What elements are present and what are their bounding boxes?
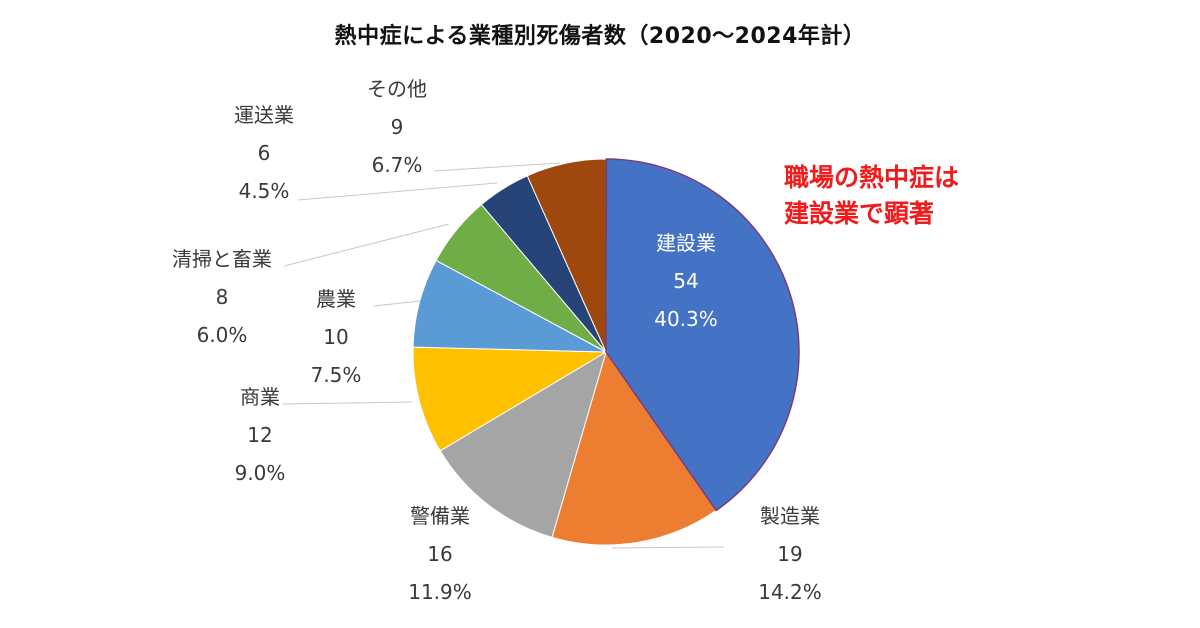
callout-line-1: 職場の熱中症は (784, 163, 960, 192)
slice-1-label-percent: 40.3% (654, 307, 718, 331)
callout-annotation: 職場の熱中症は 建設業で顕著 (784, 160, 959, 232)
pie-slice-4 (412, 346, 608, 452)
leader-line-2 (611, 546, 725, 549)
slice-1-label-value: 54 (673, 269, 698, 293)
slice-8-label-value: 9 (391, 115, 404, 139)
slice-5-label-name: 農業 (316, 287, 356, 311)
slice-1-label-name: 建設業 (656, 231, 716, 255)
pie-slice-3 (439, 350, 607, 538)
slice-6-label-percent: 6.0% (197, 323, 248, 347)
slice-5-label-percent: 7.5% (311, 363, 362, 387)
slice-7-label-value: 6 (258, 141, 271, 165)
leader-line-5 (373, 300, 421, 307)
slice-2-label-name: 製造業 (760, 504, 820, 528)
pie-slices (412, 158, 800, 546)
slice-8-label-name: その他 (367, 77, 427, 101)
slice-labels: 建設業 54 40.3% 製造業 19 14.2% 警備業 16 11.9% 商業 12 9.0% 農業… (172, 77, 822, 604)
slice-2-label-value: 19 (777, 542, 802, 566)
slice-4-label-name: 商業 (240, 385, 280, 409)
slice-8-label-percent: 6.7% (372, 153, 423, 177)
slice-6-label-name: 清掃と畜業 (172, 247, 272, 271)
leader-line-6 (283, 223, 450, 267)
slice-2-label-percent: 14.2% (758, 580, 822, 604)
slice-6-label-value: 8 (216, 285, 229, 309)
highlight-outline (605, 158, 800, 512)
leader-line-4 (281, 401, 413, 405)
slice-3-label-name: 警備業 (410, 504, 470, 528)
callout-line-2: 建設業で顕著 (784, 199, 935, 228)
slice-4-label-percent: 9.0% (235, 461, 286, 485)
slice-4-label-value: 12 (247, 423, 272, 447)
leader-line-8 (433, 162, 561, 172)
pie-slice-2 (551, 350, 717, 546)
slice-7-label-name: 運送業 (234, 103, 294, 127)
slice-7-label-percent: 4.5% (239, 179, 290, 203)
leader-line-7 (297, 182, 498, 201)
slice-3-label-percent: 11.9% (408, 580, 472, 604)
chart-title: 熱中症による業種別死傷者数（2020～2024年計） (334, 24, 866, 49)
slice-5-label-value: 10 (323, 325, 348, 349)
leader-lines (281, 162, 725, 549)
slice-3-label-value: 16 (427, 542, 452, 566)
